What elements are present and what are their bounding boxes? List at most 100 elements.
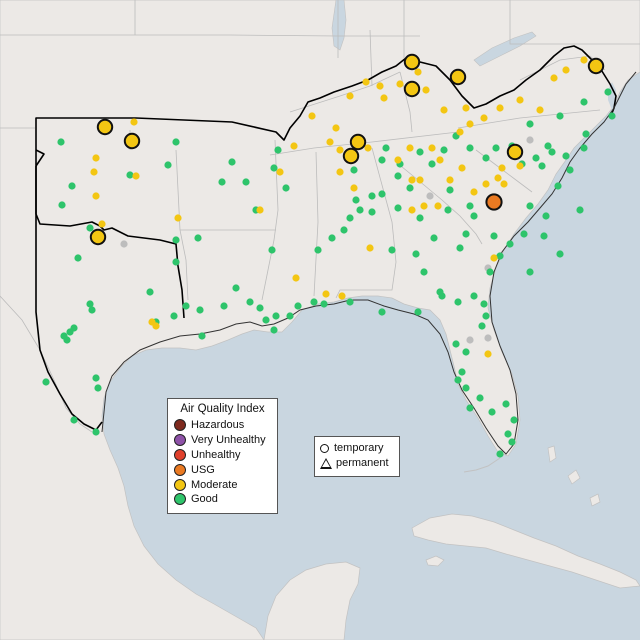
monitor-moderate-highlighted[interactable]	[403, 80, 421, 98]
monitor-moderate[interactable]	[516, 162, 524, 170]
monitor-moderate[interactable]	[466, 120, 474, 128]
monitor-good[interactable]	[68, 182, 76, 190]
monitor-good[interactable]	[428, 160, 436, 168]
monitor-good[interactable]	[378, 190, 386, 198]
monitor-good[interactable]	[580, 98, 588, 106]
monitor-usg[interactable]	[485, 193, 503, 211]
monitor-good[interactable]	[310, 298, 318, 306]
monitor-good[interactable]	[542, 212, 550, 220]
monitor-moderate[interactable]	[336, 146, 344, 154]
monitor-moderate[interactable]	[130, 118, 138, 126]
monitor-good[interactable]	[262, 316, 270, 324]
monitor-moderate[interactable]	[276, 168, 284, 176]
monitor-good[interactable]	[458, 368, 466, 376]
monitor-good[interactable]	[478, 322, 486, 330]
monitor-good[interactable]	[502, 400, 510, 408]
monitor-good[interactable]	[270, 164, 278, 172]
monitor-moderate[interactable]	[290, 142, 298, 150]
monitor-good[interactable]	[88, 306, 96, 314]
monitor-good[interactable]	[274, 146, 282, 154]
monitor-moderate[interactable]	[406, 144, 414, 152]
monitor-good[interactable]	[42, 378, 50, 386]
monitor-good[interactable]	[566, 166, 574, 174]
monitor-good[interactable]	[510, 416, 518, 424]
monitor-moderate[interactable]	[498, 164, 506, 172]
monitor-good[interactable]	[378, 308, 386, 316]
monitor-good[interactable]	[452, 340, 460, 348]
monitor-good[interactable]	[496, 450, 504, 458]
monitor-moderate[interactable]	[256, 206, 264, 214]
monitor-good[interactable]	[346, 214, 354, 222]
monitor-good[interactable]	[526, 120, 534, 128]
monitor-moderate[interactable]	[308, 112, 316, 120]
monitor-good[interactable]	[580, 144, 588, 152]
monitor-good[interactable]	[146, 288, 154, 296]
monitor-moderate[interactable]	[326, 138, 334, 146]
monitor-good[interactable]	[268, 246, 276, 254]
monitor-moderate[interactable]	[362, 78, 370, 86]
monitor-moderate[interactable]	[490, 254, 498, 262]
monitor-moderate[interactable]	[174, 214, 182, 222]
monitor-moderate[interactable]	[434, 202, 442, 210]
monitor-good[interactable]	[294, 302, 302, 310]
monitor-good[interactable]	[604, 88, 612, 96]
monitor-good[interactable]	[582, 130, 590, 138]
monitor-good[interactable]	[320, 300, 328, 308]
monitor-good[interactable]	[526, 202, 534, 210]
monitor-moderate[interactable]	[396, 80, 404, 88]
monitor-good[interactable]	[444, 206, 452, 214]
monitor-good[interactable]	[218, 178, 226, 186]
monitor-good[interactable]	[446, 186, 454, 194]
monitor-moderate-highlighted[interactable]	[123, 132, 141, 150]
monitor-moderate[interactable]	[496, 104, 504, 112]
monitor-good[interactable]	[382, 144, 390, 152]
monitor-moderate[interactable]	[350, 184, 358, 192]
monitor-moderate-highlighted[interactable]	[449, 68, 467, 86]
monitor-good[interactable]	[440, 146, 448, 154]
monitor-good[interactable]	[242, 178, 250, 186]
monitor-good[interactable]	[172, 236, 180, 244]
monitor-good[interactable]	[420, 268, 428, 276]
monitor-good[interactable]	[520, 230, 528, 238]
monitor-good[interactable]	[416, 214, 424, 222]
monitor-good[interactable]	[556, 112, 564, 120]
monitor-good[interactable]	[170, 312, 178, 320]
monitor-good[interactable]	[556, 250, 564, 258]
monitor-good[interactable]	[504, 430, 512, 438]
monitor-moderate[interactable]	[420, 202, 428, 210]
monitor-good[interactable]	[462, 230, 470, 238]
monitor-good[interactable]	[314, 246, 322, 254]
monitor-moderate[interactable]	[428, 144, 436, 152]
monitor-good[interactable]	[378, 156, 386, 164]
monitor-good[interactable]	[540, 232, 548, 240]
monitor-good[interactable]	[394, 172, 402, 180]
monitor-moderate[interactable]	[416, 176, 424, 184]
monitor-moderate[interactable]	[394, 156, 402, 164]
monitor-good[interactable]	[74, 254, 82, 262]
monitor-moderate[interactable]	[482, 180, 490, 188]
monitor-good[interactable]	[356, 206, 364, 214]
monitor-good[interactable]	[270, 326, 278, 334]
monitor-good[interactable]	[538, 162, 546, 170]
monitor-moderate[interactable]	[92, 154, 100, 162]
monitor-moderate[interactable]	[484, 350, 492, 358]
monitor-moderate[interactable]	[346, 92, 354, 100]
monitor-good[interactable]	[562, 152, 570, 160]
monitor-good[interactable]	[196, 306, 204, 314]
monitor-moderate[interactable]	[332, 124, 340, 132]
monitor-moderate[interactable]	[132, 172, 140, 180]
monitor-moderate[interactable]	[90, 168, 98, 176]
monitor-good[interactable]	[368, 192, 376, 200]
monitor-good[interactable]	[482, 312, 490, 320]
monitor-good[interactable]	[86, 224, 94, 232]
monitor-good[interactable]	[368, 208, 376, 216]
monitor-good[interactable]	[492, 144, 500, 152]
monitor-good[interactable]	[246, 298, 254, 306]
monitor-moderate[interactable]	[322, 290, 330, 298]
monitor-good[interactable]	[182, 302, 190, 310]
monitor-moderate[interactable]	[456, 128, 464, 136]
monitor-good[interactable]	[194, 234, 202, 242]
monitor-good[interactable]	[164, 161, 172, 169]
monitor-good[interactable]	[220, 302, 228, 310]
monitor-good[interactable]	[92, 428, 100, 436]
